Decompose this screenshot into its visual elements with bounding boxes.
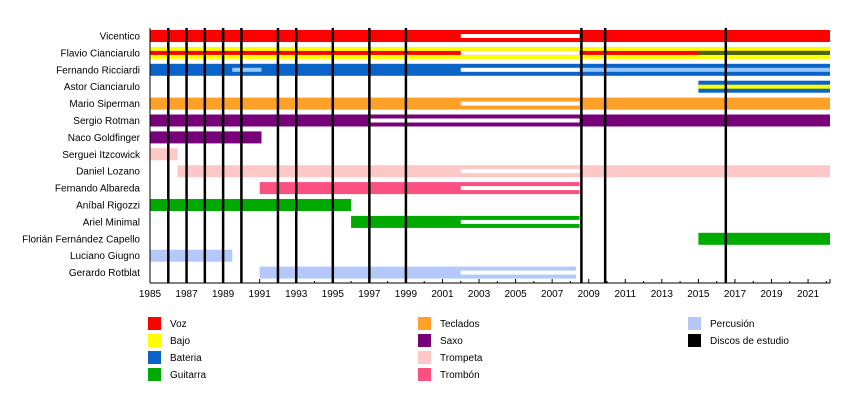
hiatus-bar (460, 67, 580, 72)
x-tick-label: 1999 (395, 289, 418, 300)
member-label: Florián Fernández Capello (22, 234, 140, 245)
member-label: Astor Cianciarulo (64, 82, 141, 93)
membership-bar (232, 67, 262, 72)
x-tick-label: 2009 (578, 289, 601, 300)
membership-bar (259, 266, 576, 279)
hiatus-bar (460, 270, 576, 275)
member-label: Naco Goldfinger (68, 133, 141, 144)
x-tick-label: 1991 (249, 289, 272, 300)
legend-label: Voz (170, 319, 187, 330)
x-tick-label: 2021 (797, 289, 820, 300)
hiatus-bar (369, 118, 580, 123)
legend-swatch (688, 334, 701, 347)
legend-label: Bateria (170, 353, 202, 364)
legend-label: Percusión (710, 319, 754, 330)
membership-bar (150, 148, 178, 161)
member-labels: Vicentico Flavio Cianciarulo Fernando Ricc… (22, 32, 141, 280)
membership-bar (150, 249, 233, 262)
hiatus-bar (460, 186, 580, 191)
legend: Voz Bajo Bateria Guitarra Teclados Saxo Trompe… (148, 317, 789, 381)
member-label: Ariel Minimal (83, 217, 140, 228)
legend-swatch (418, 334, 431, 347)
membership-bar (698, 50, 830, 55)
x-tick-label: 2001 (431, 289, 454, 300)
studio-album-lines (167, 28, 728, 283)
x-tick-label: 2003 (468, 289, 491, 300)
membership-bar (698, 232, 830, 245)
legend-swatch (148, 351, 161, 364)
member-label: Luciano Giugno (70, 251, 140, 262)
x-tick-label: 2013 (651, 289, 674, 300)
x-tick-label: 2019 (760, 289, 783, 300)
legend-swatch (148, 368, 161, 381)
legend-swatch (148, 334, 161, 347)
legend-swatch (418, 368, 431, 381)
x-tick-label: 1989 (212, 289, 235, 300)
member-label: Fernando Albareda (55, 184, 141, 195)
hiatus-bar (460, 101, 580, 106)
legend-label: Trompeta (440, 353, 483, 364)
legend-swatch (418, 317, 431, 330)
legend-label: Saxo (440, 336, 463, 347)
membership-bar (579, 67, 830, 72)
membership-bar (698, 84, 830, 89)
member-label: Mario Siperman (69, 99, 140, 110)
hiatus-bar (460, 34, 580, 38)
legend-label: Teclados (440, 319, 479, 330)
legend-label: Bajo (170, 336, 190, 347)
x-tick-label: 2005 (504, 289, 527, 300)
legend-label: Guitarra (170, 370, 207, 381)
x-tick-label: 1993 (285, 289, 308, 300)
x-tick-label: 1997 (358, 289, 381, 300)
legend-swatch (688, 317, 701, 330)
member-label: Daniel Lozano (76, 167, 140, 178)
legend-swatch (148, 317, 161, 330)
x-tick-label: 2011 (615, 289, 637, 300)
hiatus-bar (460, 169, 580, 174)
member-label: Flavio Cianciarulo (61, 48, 141, 59)
x-tick-label: 2007 (541, 289, 564, 300)
hiatus-bar (460, 50, 580, 55)
legend-label: Discos de estudio (710, 336, 789, 347)
x-tick-label: 1985 (139, 289, 162, 300)
membership-bar (259, 182, 580, 195)
membership-bar (150, 199, 352, 211)
x-tick-label: 1987 (175, 289, 198, 300)
member-label: Aníbal Rigozzi (76, 201, 140, 212)
legend-label: Trombón (440, 370, 480, 381)
x-tick-label: 1995 (322, 289, 345, 300)
member-label: Serguei Itzcowick (62, 150, 141, 161)
member-label: Gerardo Rotblat (69, 268, 140, 279)
x-tick-label: 2017 (724, 289, 747, 300)
x-tick-label: 2015 (687, 289, 710, 300)
member-label: Fernando Ricciardi (56, 65, 140, 76)
member-bars (150, 30, 830, 279)
x-axis: 1985 1987 1989 1991 1993 1995 1997 1999 2001 2003… (139, 28, 831, 300)
legend-swatch (418, 351, 431, 364)
member-label: Vicentico (100, 32, 141, 43)
member-label: Sergio Rotman (73, 116, 140, 127)
hiatus-bar (460, 219, 580, 224)
